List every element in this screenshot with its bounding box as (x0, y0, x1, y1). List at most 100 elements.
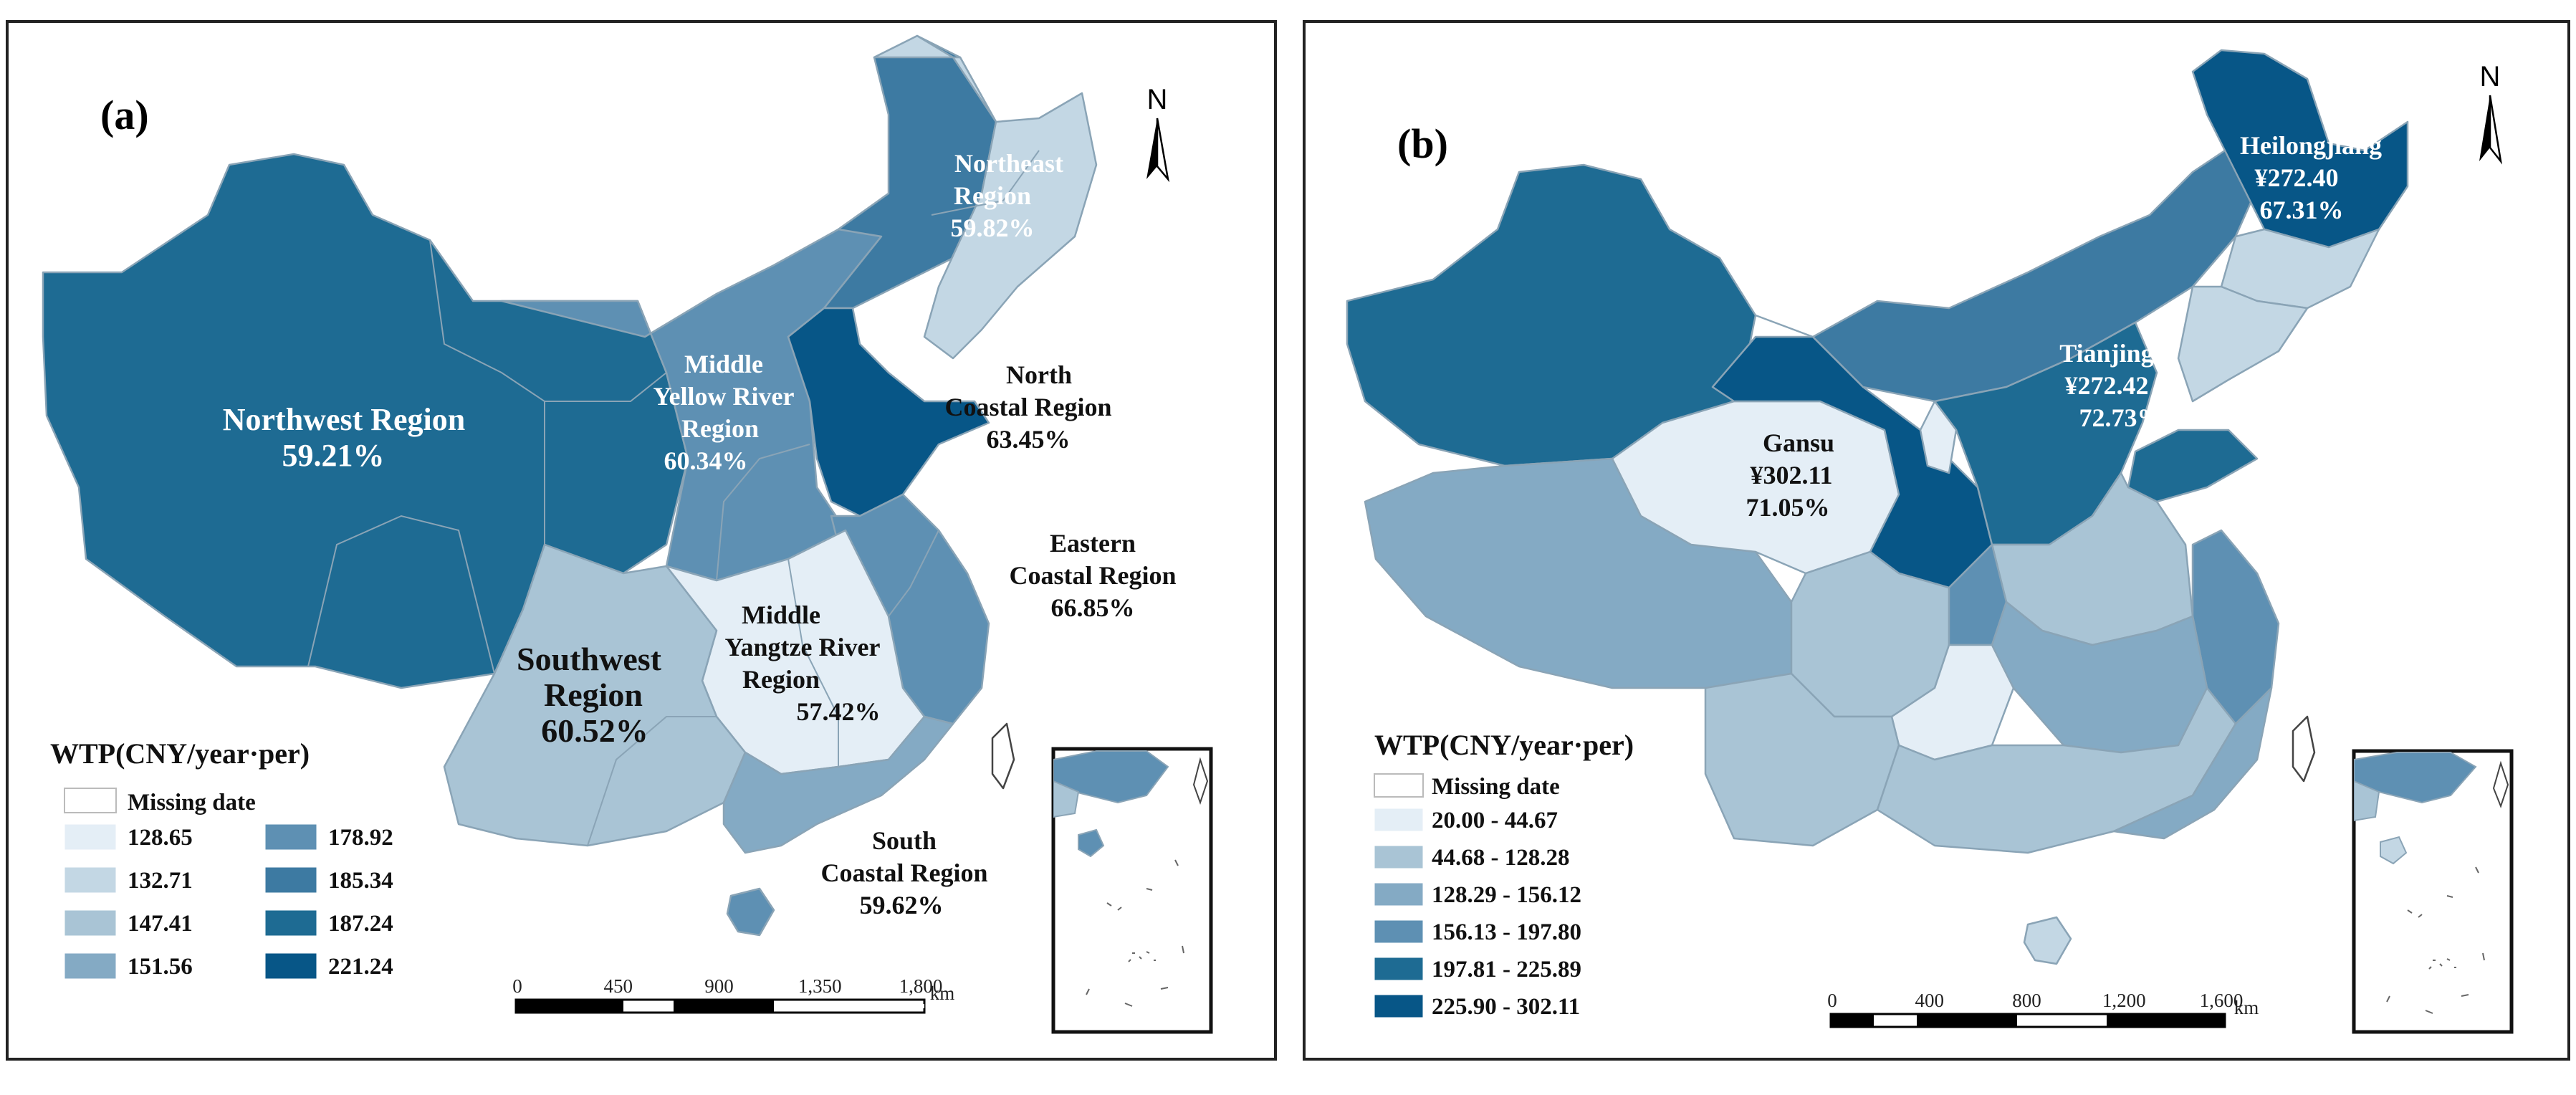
legend-a-swatch (264, 909, 317, 937)
callout-tianjing-name: Tianjing (2059, 339, 2153, 368)
panel-b-label: (b) (1397, 120, 1448, 167)
legend-b-swatch (1374, 994, 1424, 1018)
callout-heilongjiang-pct: 67.31% (2260, 196, 2344, 224)
scale-tick-label: 1,200 (2102, 990, 2146, 1011)
label-eastern-coastal-line2: Coastal Region (1010, 561, 1177, 590)
province-liaoning (2177, 285, 2309, 403)
scale-tick-label: 0 (1827, 990, 1837, 1011)
panel-a-label: (a) (100, 92, 149, 138)
panel-b: Heilongjiang ¥272.40 67.31% Tianjing ¥27… (1303, 20, 2570, 1061)
legend-a-item-label: 132.71 (128, 868, 193, 894)
legend-a-item-label: 151.56 (128, 954, 193, 980)
legend-a-swatch (264, 952, 317, 980)
legend-a-title: WTP(CNY/year·per) (50, 737, 310, 770)
province-guangdong (2112, 687, 2273, 840)
island-taiwan-b (2292, 715, 2316, 783)
province-ningxia (1919, 400, 1958, 474)
panel-b-map (1346, 49, 2409, 965)
scale-tick-label: 1,350 (798, 975, 842, 997)
label-south-coastal-value: 59.62% (860, 891, 944, 919)
region-north-coastal (787, 307, 990, 517)
scale-tick-label: 0 (512, 975, 522, 997)
label-south-coastal-line1: South (872, 826, 937, 855)
legend-b: WTP(CNY/year·per) Missing date 20.00 - 4… (1374, 729, 1634, 1020)
legend-b-item-label: 225.90 - 302.11 (1432, 994, 1580, 1020)
panel-a: Northwest Region 59.21% Northeast Region… (6, 20, 1277, 1061)
south-china-sea-inset-b (2352, 749, 2514, 1034)
legend-b-missing-label: Missing date (1432, 774, 1560, 800)
callout-tianjing-pct: 72.73% (2079, 403, 2163, 432)
label-southwest-line2: Region (544, 676, 643, 713)
scale-tick-label: 800 (2012, 990, 2041, 1011)
province-guangxi-guangdong (1876, 687, 2237, 854)
callout-gansu-pct: 71.05% (1746, 493, 1830, 522)
panel-a-map (42, 34, 1098, 937)
scale-tick-label: 900 (704, 975, 734, 997)
scale-tick-label: 400 (1915, 990, 1945, 1011)
callout-tianjing-wtp: ¥272.42 (2065, 371, 2149, 400)
legend-b-item-label: 20.00 - 44.67 (1432, 808, 1558, 833)
legend-b-swatch (1374, 957, 1424, 981)
legend-b-missing-swatch (1374, 773, 1424, 798)
label-south-coastal-line2: Coastal Region (821, 859, 988, 887)
label-northeast-line1: Northeast (954, 149, 1063, 178)
legend-b-item-label: 197.81 - 225.89 (1432, 957, 1581, 982)
north-arrow-b-icon: N (2479, 61, 2503, 165)
label-myz-line3: Region (742, 665, 820, 694)
label-myr-value: 60.34% (664, 446, 748, 475)
legend-a-item-label: 185.34 (328, 868, 393, 894)
legend-b-item-label: 44.68 - 128.28 (1432, 845, 1570, 871)
legend-a-swatch (264, 823, 317, 851)
label-southwest-value: 60.52% (541, 712, 648, 749)
legend-a-item-label: 221.24 (328, 954, 393, 980)
scale-b-ticks: 0 400 800 1,200 1,600 (1827, 990, 2243, 1011)
callout-gansu-name: Gansu (1763, 429, 1834, 457)
legend-a-missing-label: Missing date (128, 790, 256, 816)
north-arrow-a-icon: N (1146, 84, 1170, 183)
label-eastern-coastal-line1: Eastern (1050, 529, 1136, 558)
scale-bar-a: 0 450 900 1,350 1,800 km (512, 975, 955, 1014)
label-northwest-value: 59.21% (282, 438, 385, 473)
label-northwest-name: Northwest Region (223, 402, 466, 437)
scale-b-unit: km (2234, 997, 2259, 1018)
scale-tick-label: 1,600 (2200, 990, 2244, 1011)
callout-gansu-wtp: ¥302.11 (1750, 461, 1832, 489)
legend-a-swatch (264, 866, 317, 894)
legend-b-title: WTP(CNY/year·per) (1374, 729, 1634, 761)
scale-bar-b: 0 400 800 1,200 1,600 km (1827, 990, 2259, 1028)
island-hainan-a (726, 887, 775, 937)
north-arrow-b-letter: N (2480, 61, 2501, 92)
legend-a-swatch (64, 952, 117, 980)
scale-a-unit: km (930, 982, 955, 1004)
label-north-coastal-line1: North (1006, 360, 1072, 389)
legend-b-item-label: 128.29 - 156.12 (1432, 882, 1581, 908)
label-myz-line1: Middle (742, 601, 820, 629)
callout-heilongjiang-name: Heilongjiang (2240, 131, 2382, 160)
panel-a-province-borders (307, 150, 1040, 846)
legend-b-swatch (1374, 808, 1424, 832)
scale-a-ticks: 0 450 900 1,350 1,800 (512, 975, 942, 997)
legend-a-items: 128.65 132.71 147.41 151.56 178.92 185.34 187.… (64, 823, 393, 980)
north-arrow-a-letter: N (1147, 84, 1168, 115)
region-south-coastal (722, 715, 954, 854)
legend-a-swatch (64, 866, 117, 894)
region-northwest (42, 153, 689, 689)
legend-b-swatch (1374, 882, 1424, 907)
legend-a: WTP(CNY/year·per) Missing date 128.65 132… (50, 737, 393, 980)
label-southwest-line1: Southwest (517, 641, 662, 677)
callout-heilongjiang-wtp: ¥272.40 (2255, 163, 2339, 192)
province-heilongjiang (2191, 49, 2409, 249)
region-southwest (443, 543, 747, 847)
label-myz-value: 57.42% (797, 697, 881, 726)
label-myr-line3: Region (681, 414, 759, 443)
label-northeast-line2: Region (954, 181, 1031, 210)
legend-b-item-label: 156.13 - 197.80 (1432, 919, 1581, 945)
south-china-sea-inset-a (1051, 747, 1213, 1034)
legend-a-item-label: 187.24 (328, 911, 393, 937)
legend-a-swatch (64, 909, 117, 937)
legend-a-item-label: 178.92 (328, 825, 393, 851)
scale-tick-label: 450 (604, 975, 633, 997)
legend-a-item-label: 147.41 (128, 911, 193, 937)
legend-b-items: 20.00 - 44.67 44.68 - 128.28 128.29 - 156.… (1374, 808, 1581, 1020)
